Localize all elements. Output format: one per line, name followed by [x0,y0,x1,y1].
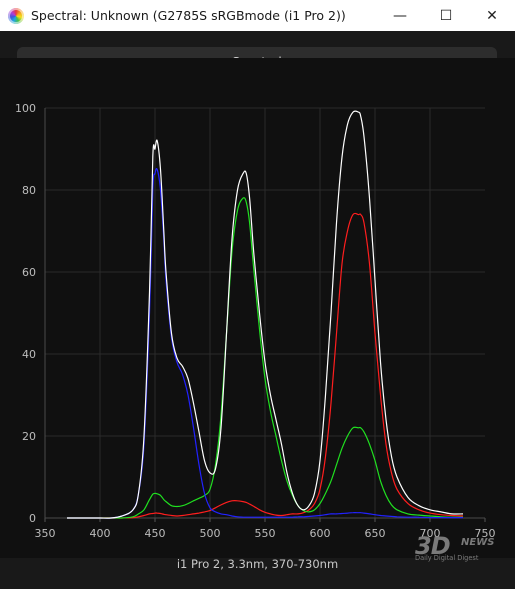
x-tick-label: 700 [420,527,441,540]
y-tick-label: 20 [22,430,36,443]
minimize-button[interactable]: — [393,7,407,24]
title-bar: Spectral: Unknown (G2785S sRGBmode (i1 P… [0,0,515,32]
x-tick-label: 550 [255,527,276,540]
spectral-plot: 350 400 450 500 550 600 650 700 750 0 20 40 60 80 100 [0,58,515,558]
y-tick-label: 40 [22,348,36,361]
chart-caption: i1 Pro 2, 3.3nm, 370-730nm [176,557,339,571]
window-title: Spectral: Unknown (G2785S sRGBmode (i1 P… [31,8,346,23]
x-tick-label: 600 [310,527,331,540]
series-line-1 [67,212,464,519]
app-spectrum-icon [8,7,24,24]
watermark-logo: 3D NEWS Daily Digital Digest [415,532,497,566]
spectral-chart: 350 400 450 500 550 600 650 700 750 0 20 40 60 80 100 [15,102,496,540]
x-tick-label: 750 [475,527,496,540]
window-controls: — ☐ ✕ [377,0,515,31]
y-tick-label: 80 [22,184,36,197]
y-tick-label: 60 [22,266,36,279]
series-line-2 [67,197,463,519]
maximize-button[interactable]: ☐ [439,7,453,24]
x-tick-label: 350 [35,527,56,540]
series-line-0 [67,110,464,519]
watermark-main: 3D [415,532,451,560]
x-tick-label: 650 [365,527,386,540]
watermark-sub: Daily Digital Digest [415,554,479,562]
x-tick-label: 450 [145,527,166,540]
series-line-3 [67,167,463,519]
y-tick-label: 0 [29,512,36,525]
watermark-news: NEWS [461,537,495,548]
y-tick-label: 100 [15,102,36,115]
x-tick-label: 500 [200,527,221,540]
close-button[interactable]: ✕ [486,7,498,24]
x-tick-label: 400 [90,527,111,540]
